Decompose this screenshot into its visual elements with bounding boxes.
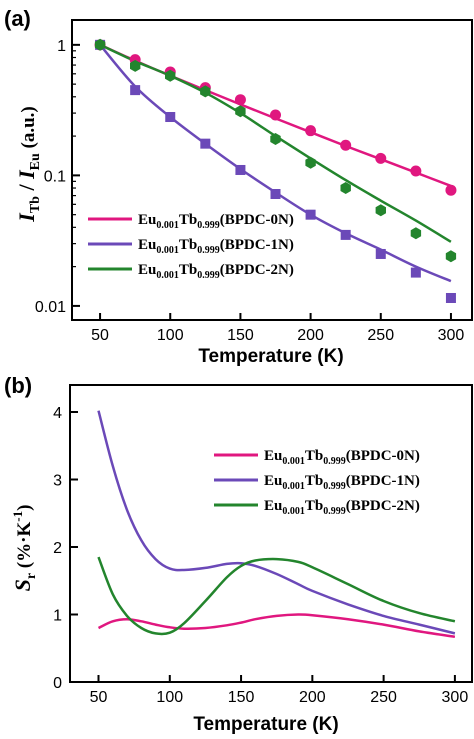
data-point-0-4	[234, 94, 246, 106]
a-y-tick-label: 0.1	[44, 168, 66, 185]
b-y-tick-label: 3	[53, 473, 62, 490]
data-point-0-5	[270, 109, 282, 121]
data-point-1-2	[165, 112, 176, 123]
panel-a: (a) 50 100 150 200 250 300 0.01 0.1 1 Eu0.001Tb0…	[4, 6, 473, 367]
panel-a-legend: Eu0.001Tb0.999(BPDC-0N) Eu0.001Tb0.999(BP…	[88, 212, 294, 281]
a-x-tick-label: 100	[157, 327, 184, 344]
data-point-1-6	[305, 209, 316, 220]
data-point-2-2	[165, 69, 176, 82]
b-y-tick-label: 1	[53, 608, 62, 625]
ylabel-b-main: S	[10, 579, 35, 591]
data-point-2-6	[305, 156, 316, 169]
b-x-tick-label: 100	[156, 689, 183, 706]
panel-b-frame	[69, 384, 473, 683]
panel-a-label: (a)	[4, 6, 31, 31]
ylabel-a-main2: I	[14, 169, 39, 180]
data-point-0-6	[305, 125, 317, 137]
data-point-2-3	[200, 85, 211, 98]
ylabel-a-main: I	[14, 212, 39, 223]
b-y-tick-label: 0	[53, 675, 62, 692]
ylabel-a-sep: /	[14, 179, 39, 196]
panel-b-axes: 50 100 150 200 250 300 0 1 2 3 4	[53, 384, 473, 706]
ylabel-b-unit: (%·K	[14, 522, 35, 573]
data-point-1-4	[235, 164, 246, 175]
data-point-1-1	[130, 85, 141, 96]
data-point-2-10	[445, 250, 457, 263]
a-y-tick-label: 0.01	[35, 299, 66, 316]
data-point-0-8	[375, 152, 387, 164]
a-x-tick-label: 200	[297, 327, 324, 344]
data-point-1-10	[445, 292, 456, 303]
data-point-2-1	[130, 59, 141, 72]
series-line-0	[97, 613, 456, 639]
data-point-2-7	[340, 182, 351, 194]
panel-a-y-axis-label: ITb / IEu (a.u.)	[14, 106, 43, 222]
ylabel-a-sub: Tb	[28, 196, 43, 213]
series-line-2	[97, 556, 456, 636]
series-line-1	[97, 410, 456, 635]
a-y-tick-label: 1	[57, 38, 66, 55]
a-x-tick-label: 50	[91, 327, 109, 344]
ylabel-a-sub2: Eu	[28, 153, 43, 170]
legend-label-1-1: Eu0.001Tb0.999(BPDC-1N)	[264, 473, 420, 492]
b-x-tick-label: 150	[228, 689, 255, 706]
legend-label-0-2: Eu0.001Tb0.999(BPDC-2N)	[138, 262, 294, 281]
data-point-2-4	[235, 105, 246, 118]
data-point-2-0	[94, 38, 106, 51]
data-point-2-8	[375, 204, 386, 217]
panel-b-legend: Eu0.001Tb0.999(BPDC-0N) Eu0.001Tb0.999(BP…	[214, 448, 420, 517]
data-point-1-5	[270, 189, 281, 200]
b-x-tick-label: 50	[90, 689, 108, 706]
legend-label-1-2: Eu0.001Tb0.999(BPDC-2N)	[264, 498, 420, 517]
legend-label-0-0: Eu0.001Tb0.999(BPDC-0N)	[138, 212, 294, 231]
data-point-0-9	[410, 165, 422, 177]
data-point-1-8	[375, 248, 386, 259]
data-point-1-7	[340, 229, 351, 240]
data-point-0-7	[340, 139, 352, 151]
b-x-tick-label: 200	[299, 689, 326, 706]
legend-label-0-1: Eu0.001Tb0.999(BPDC-1N)	[138, 237, 294, 256]
panel-a-x-axis-label: Temperature (K)	[198, 346, 343, 367]
b-y-tick-label: 4	[53, 405, 62, 422]
panel-b-x-axis-label: Temperature (K)	[193, 714, 338, 735]
ylabel-a-unit: (a.u.)	[18, 106, 39, 153]
b-y-tick-label: 2	[53, 540, 62, 557]
data-point-2-9	[410, 227, 422, 240]
panel-b-label: (b)	[4, 373, 32, 398]
a-x-tick-label: 250	[367, 327, 394, 344]
data-point-2-5	[270, 133, 281, 145]
panel-a-data-points	[94, 38, 457, 303]
b-x-tick-label: 300	[442, 689, 469, 706]
a-x-tick-label: 300	[438, 327, 465, 344]
ylabel-b-sup: -1	[10, 511, 25, 522]
panel-a-frame	[71, 19, 473, 321]
ylabel-b-close: )	[14, 505, 35, 511]
b-x-tick-label: 250	[370, 689, 397, 706]
data-point-1-3	[200, 138, 211, 149]
ylabel-b-sub: r	[24, 573, 39, 579]
panel-b-y-axis-label: Sr (%·K-1)	[10, 505, 39, 592]
legend-label-1-0: Eu0.001Tb0.999(BPDC-0N)	[264, 448, 420, 467]
data-point-1-9	[410, 267, 421, 278]
data-point-0-10	[445, 184, 457, 196]
panel-b-series-lines	[97, 410, 456, 639]
a-x-tick-label: 150	[227, 327, 254, 344]
panel-b: (b) 50 100 150 200 250 300 0 1 2 3 4 Eu0.001Tb0.99…	[4, 373, 473, 735]
panel-a-axes: 50 100 150 200 250 300 0.01 0.1 1	[35, 19, 473, 344]
